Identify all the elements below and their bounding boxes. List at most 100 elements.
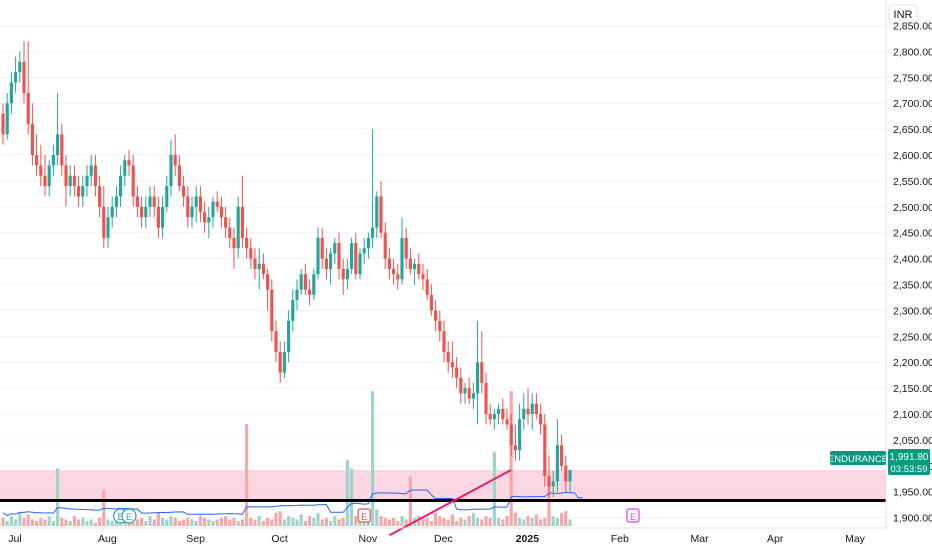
candle [438, 310, 442, 342]
candle-body [1, 113, 5, 135]
candle-body [152, 196, 156, 207]
candle-body [345, 269, 349, 280]
time-axis-label: 2025 [516, 533, 540, 545]
candle [564, 455, 568, 492]
last-price-tag[interactable]: 1,991.80 03:53:59 [888, 449, 930, 475]
volume-bar [60, 517, 64, 526]
volume-bar [270, 519, 274, 526]
candle-body [459, 377, 463, 394]
candle [392, 258, 396, 285]
candle-body [249, 248, 253, 259]
time-axis-label: Mar [691, 533, 710, 545]
candle-body [446, 351, 450, 363]
candle-body [387, 258, 391, 269]
candle [505, 408, 509, 430]
volume-bar [51, 521, 55, 526]
volume-bar [173, 517, 177, 526]
earnings-marker[interactable]: E [121, 508, 137, 524]
candle [316, 227, 320, 280]
candle-body [476, 362, 480, 394]
time-axis[interactable]: Jul Aug Sep Oct Nov Dec 2025 Feb Mar Apr May [8, 533, 865, 545]
candle-body [81, 186, 85, 197]
demand-zone[interactable] [0, 469, 886, 501]
volume-bar [106, 519, 110, 526]
candle [194, 186, 198, 223]
volume-bar [81, 517, 85, 526]
candle [446, 341, 450, 373]
trend-line[interactable] [388, 469, 512, 537]
candle-body [467, 388, 471, 399]
candle [278, 341, 282, 383]
candle [18, 51, 22, 83]
candle [413, 258, 417, 285]
earnings-marker[interactable]: E [626, 508, 640, 523]
volume-bar [282, 519, 286, 526]
symbol-tag[interactable]: ENDURANCE [828, 451, 888, 465]
candle [169, 139, 173, 197]
volume-bar [501, 519, 505, 526]
candle-body [131, 165, 135, 197]
candle [476, 320, 480, 425]
candle [198, 186, 202, 223]
candle-body [261, 263, 265, 275]
candle-body [144, 206, 148, 218]
candle-body [421, 274, 425, 280]
candle [371, 129, 375, 249]
candle [102, 186, 106, 249]
candle [81, 175, 85, 207]
candle [140, 196, 144, 228]
candle [119, 165, 123, 207]
volume-bar [551, 516, 555, 526]
candle-body [333, 243, 337, 254]
candles [1, 41, 572, 497]
candle [266, 269, 270, 311]
candle-body [463, 388, 467, 394]
price-tick-label: 2,450.00 [893, 228, 932, 240]
candle [421, 263, 425, 290]
candle-body [93, 165, 97, 187]
candle-body [471, 393, 475, 399]
earnings-marker[interactable]: E [357, 508, 371, 523]
candle [467, 377, 471, 404]
price-tick-label: 2,050.00 [893, 435, 932, 447]
price-tick-label: 2,600.00 [893, 150, 932, 162]
candle [156, 196, 160, 238]
price-axis[interactable]: INR 1,900.001,950.002,000.002,050.002,10… [885, 0, 932, 528]
candle-body [211, 201, 215, 218]
candle [518, 403, 522, 461]
candle-body [9, 82, 13, 104]
candle-body [114, 196, 118, 207]
candle [497, 403, 501, 425]
candle [22, 41, 26, 104]
candle [261, 253, 265, 280]
candle [303, 263, 307, 295]
candle-body [274, 331, 278, 352]
volume-bar [337, 519, 341, 526]
time-axis-label: Feb [611, 533, 629, 545]
candle [455, 357, 459, 389]
candle [219, 196, 223, 228]
candle-body [207, 217, 211, 223]
volume-bar [182, 519, 186, 526]
volume-bar [476, 517, 480, 526]
candle [492, 408, 496, 430]
candle-body [371, 227, 375, 238]
candle-body [450, 362, 454, 368]
candle [203, 201, 207, 233]
candle [72, 165, 76, 197]
volume-bar [526, 516, 530, 526]
candle [106, 206, 110, 249]
candle [513, 424, 517, 461]
candle [236, 196, 240, 259]
volume-bar [26, 514, 30, 526]
volume-bar [165, 519, 169, 526]
candle [93, 155, 97, 197]
candle-body [509, 424, 513, 446]
candle [417, 253, 421, 280]
volume-bar [560, 512, 564, 526]
candle [253, 248, 257, 280]
volume-bar [215, 519, 219, 526]
price-tick-label: 1,950.00 [893, 487, 932, 499]
